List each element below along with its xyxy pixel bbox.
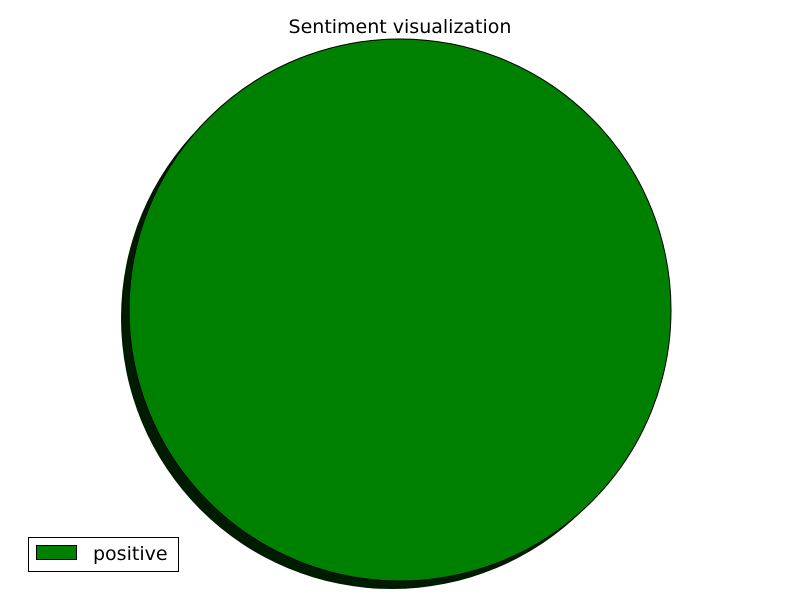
legend-label: positive <box>93 543 168 565</box>
legend: positive <box>28 537 179 572</box>
legend-swatch <box>36 545 77 560</box>
pie-slice-group <box>128 38 672 582</box>
chart-title: Sentiment visualization <box>289 16 512 38</box>
legend-entries: positive <box>36 543 168 565</box>
pie-slice-positive <box>128 38 672 582</box>
